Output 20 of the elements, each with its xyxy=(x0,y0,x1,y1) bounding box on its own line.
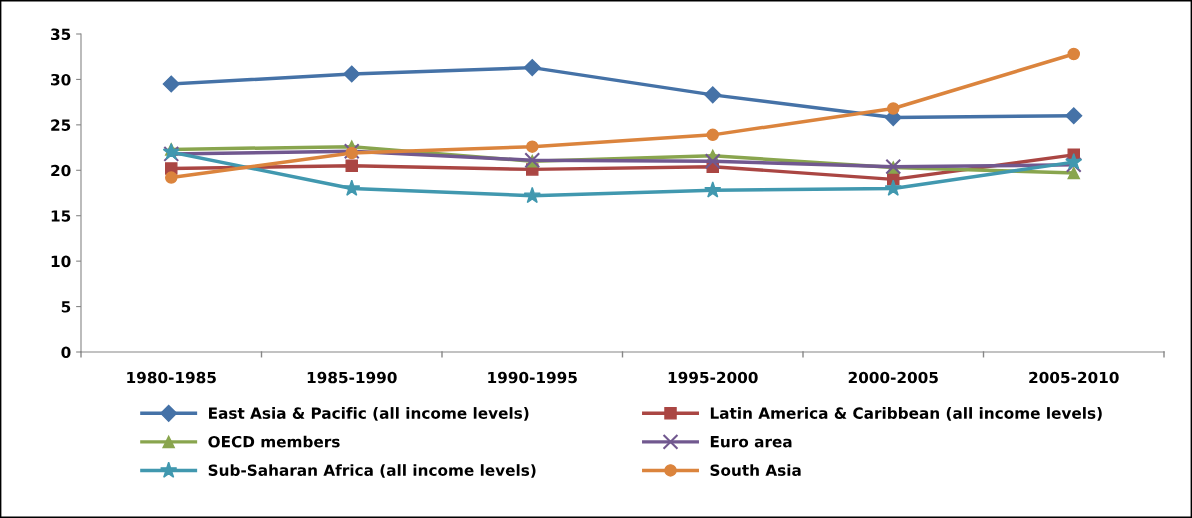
x-tick-label: 1980-1985 xyxy=(127,371,216,384)
y-tick-label: 10 xyxy=(51,255,71,268)
x-tick-label: 1990-1995 xyxy=(488,371,577,384)
y-tick-label: 25 xyxy=(51,119,71,131)
x-tick-label: 2000-2005 xyxy=(848,371,938,384)
legend-label: Euro area xyxy=(710,436,792,448)
y-tick-label: 20 xyxy=(51,164,71,177)
legend-label: Latin America & Caribbean (all income levels) xyxy=(710,407,1102,421)
y-tick-label: 0 xyxy=(61,346,71,359)
legend-label: Sub-Saharan Africa (all income levels) xyxy=(208,464,536,478)
y-tick-label: 5 xyxy=(61,301,71,313)
x-tick-label: 1985-1990 xyxy=(307,371,397,384)
legend-label: East Asia & Pacific (all income levels) xyxy=(209,407,529,421)
x-tick-label: 1995-2000 xyxy=(668,371,758,384)
legend-label: OECD members xyxy=(208,435,340,448)
legend-label: South Asia xyxy=(710,464,801,476)
y-tick-label: 30 xyxy=(51,73,71,86)
y-tick-label: 15 xyxy=(51,210,71,222)
x-tick-label: 2005-2010 xyxy=(1029,371,1119,384)
y-tick-label: 35 xyxy=(51,28,71,41)
